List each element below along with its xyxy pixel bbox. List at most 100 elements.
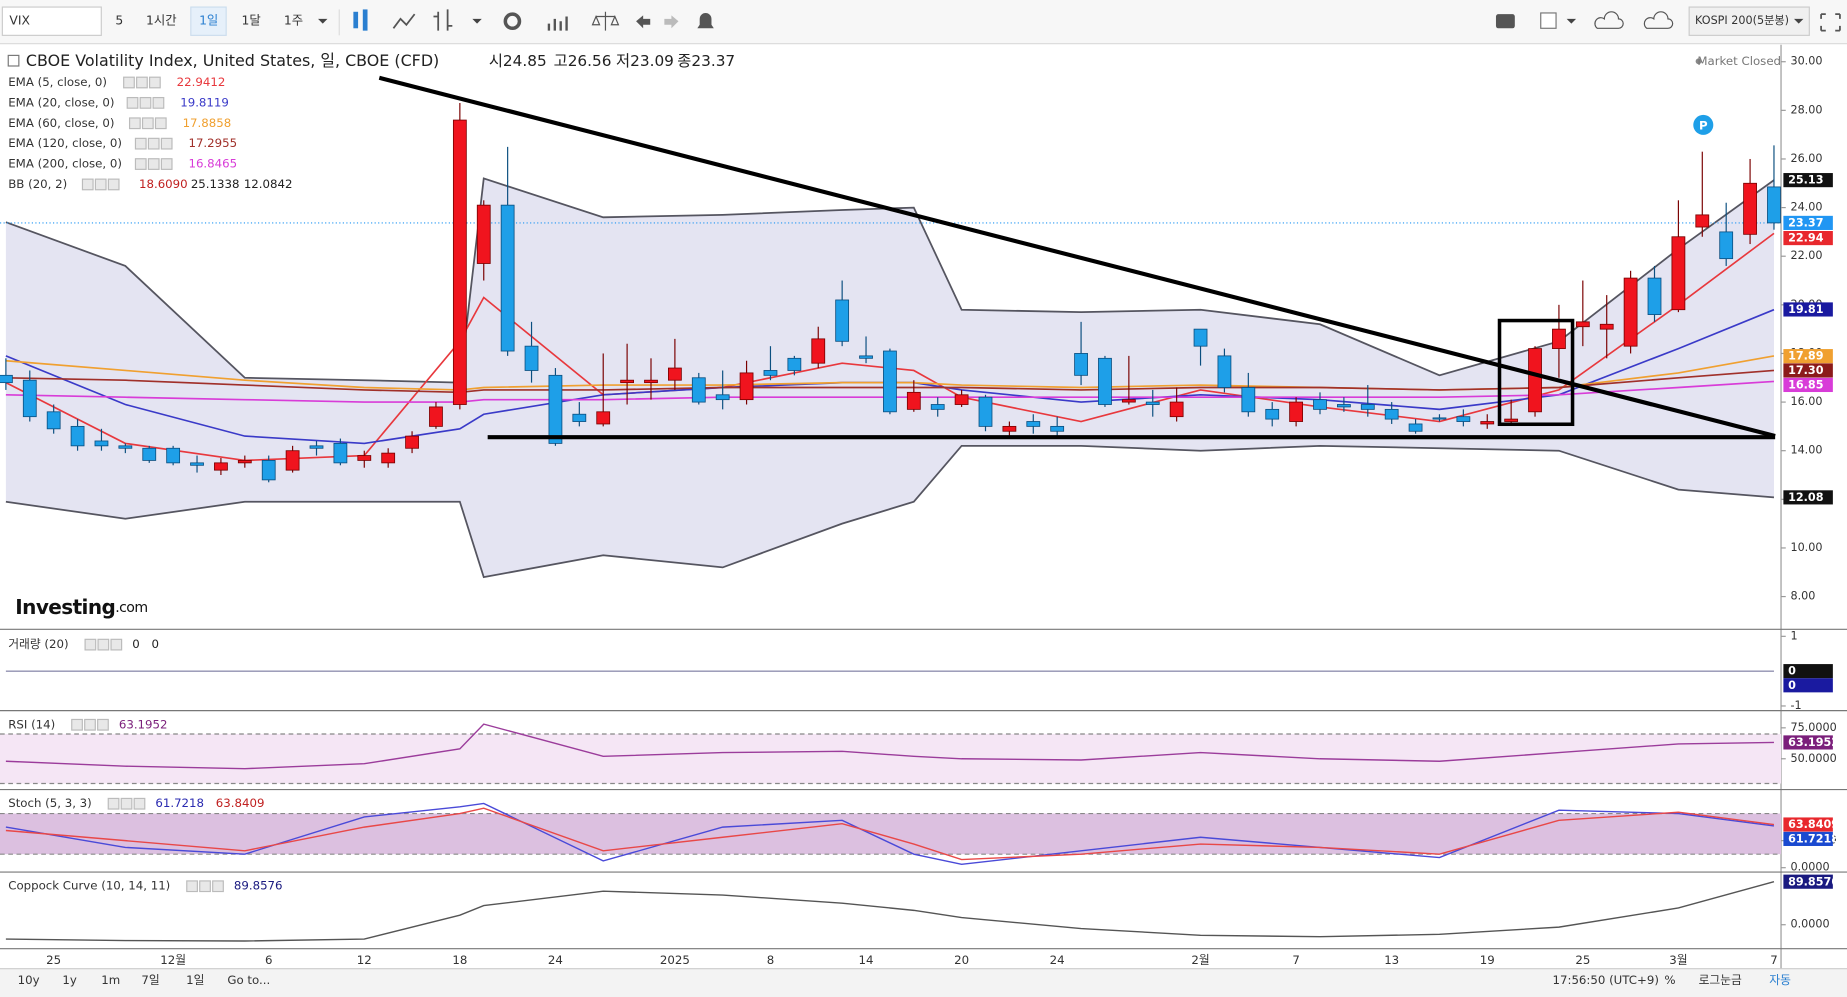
range-button[interactable]: 7일 — [141, 973, 159, 987]
cloud-load-button[interactable] — [1594, 11, 1624, 29]
alert-button[interactable] — [697, 12, 714, 29]
x-tick-label: 18 — [452, 953, 467, 967]
y-tick-label: 26.00 — [1790, 152, 1822, 165]
price-tag-label: 63.8409 — [1788, 818, 1839, 831]
legend-icon — [128, 117, 141, 130]
candle-body — [1169, 401, 1184, 418]
ohlc: 종23.37 — [677, 52, 735, 70]
dropdown[interactable] — [472, 18, 482, 24]
cloud-save-button[interactable] — [1643, 11, 1674, 29]
legend-value: 63.1952 — [119, 717, 168, 731]
candle-body — [715, 394, 730, 401]
legend-icon — [84, 718, 96, 731]
legend-name: 거래량 (20) — [8, 637, 68, 651]
x-tick-label: 2월 — [1191, 953, 1209, 967]
percent-toggle[interactable]: % — [1664, 973, 1675, 987]
market-select[interactable] — [1688, 6, 1810, 36]
candle-body — [429, 406, 443, 427]
legend-name: EMA (120, close, 0) — [8, 136, 122, 150]
y-tick-label: 75.0000 — [1790, 721, 1836, 734]
interval[interactable]: 1주 — [284, 14, 303, 28]
candle-body — [1671, 236, 1686, 311]
goto-button[interactable]: Go to... — [227, 973, 270, 987]
market[interactable]: KOSPI 200(5분봉) — [1695, 14, 1789, 27]
indicators-button[interactable] — [547, 16, 568, 31]
symbol-input[interactable] — [1, 6, 102, 36]
ema-line — [5, 380, 1775, 403]
x-tick-label: 13 — [1384, 953, 1399, 967]
range-button[interactable]: 10y — [18, 973, 40, 987]
y-tick-label: 50.0000 — [1790, 752, 1836, 765]
legend-icon — [134, 158, 147, 170]
y-tick-label: -1 — [1790, 699, 1801, 712]
interval[interactable]: 5 — [115, 14, 123, 28]
legend-name: EMA (200, close, 0) — [8, 157, 122, 171]
candle-body — [1145, 401, 1160, 405]
candle-body — [763, 370, 778, 376]
legend-value: 19.8119 — [180, 95, 229, 109]
compare-button[interactable] — [591, 11, 620, 31]
legend-icon — [126, 96, 139, 109]
legend-icon — [141, 117, 154, 130]
footer — [0, 968, 1847, 997]
layout-button[interactable] — [1540, 12, 1557, 29]
candle-body — [500, 204, 515, 352]
chart-title: CBOE Volatility Index, United States, 일,… — [26, 51, 439, 70]
settings-button[interactable] — [503, 12, 522, 31]
candle-body — [524, 345, 539, 371]
candle-body — [906, 391, 921, 410]
legend-icon — [94, 178, 107, 191]
snapshot-button[interactable] — [1495, 14, 1515, 29]
highlight-box — [1497, 318, 1575, 427]
line-type-button[interactable] — [392, 13, 416, 29]
price-tag-label: 16.85 — [1788, 379, 1823, 392]
auto-toggle[interactable]: 자동 — [1769, 973, 1791, 987]
collapse-icon[interactable] — [7, 54, 20, 67]
interval[interactable]: 1시간 — [146, 14, 177, 28]
candle-body — [1528, 348, 1542, 413]
candle-body — [1098, 357, 1112, 405]
fullscreen-button[interactable] — [1820, 13, 1841, 32]
candle-type-button[interactable] — [353, 9, 368, 31]
candle-body — [668, 367, 682, 381]
candle-body — [835, 299, 850, 342]
x-tick-label: 6 — [265, 953, 272, 967]
undo-button[interactable] — [636, 15, 651, 29]
range-button[interactable]: 1m — [101, 973, 120, 987]
dropdown[interactable] — [1566, 18, 1577, 24]
event-marker-label[interactable]: P — [1699, 119, 1708, 133]
dropdown[interactable] — [318, 18, 328, 24]
bar-type-button[interactable] — [433, 9, 453, 31]
interval[interactable]: 1달 — [241, 14, 260, 28]
candle-body — [1002, 425, 1017, 432]
candle-body — [691, 377, 706, 403]
trend-line — [378, 75, 1776, 439]
price-tag — [1783, 302, 1833, 317]
price-tag — [1783, 817, 1833, 832]
candle-body — [166, 447, 181, 464]
y-tick-label: 16.00 — [1790, 395, 1822, 408]
indicator-line — [5, 802, 1775, 866]
legend-icon — [84, 638, 97, 651]
price-tag — [1783, 664, 1833, 679]
log-toggle[interactable]: 로그눈금 — [1699, 973, 1742, 987]
redo-button[interactable] — [664, 15, 679, 29]
candle-body — [930, 404, 945, 410]
event-marker[interactable] — [1693, 114, 1714, 135]
x-tick-label: 24 — [1050, 953, 1065, 967]
x-tick-label: 12 — [357, 953, 372, 967]
legend-name: Stoch (5, 3, 3) — [8, 796, 92, 810]
symbol[interactable]: VIX — [9, 14, 30, 28]
legend-icon — [107, 797, 120, 810]
y-tick-label: 0.0000 — [1790, 918, 1829, 931]
range-button[interactable]: 1y — [62, 973, 76, 987]
candle-body — [1289, 401, 1304, 422]
range-button[interactable]: 1일 — [186, 973, 204, 987]
candle-body — [94, 440, 109, 447]
candle-body — [1121, 399, 1136, 403]
legend-icon — [123, 76, 135, 89]
plot-layer: 25 12월 6 12 18 24 2025 8 14 20 24 2월 7 13 19 25 3월 7 EMA (… — [0, 55, 1839, 967]
legend-icon — [147, 137, 160, 150]
interval[interactable]: 1일 — [199, 14, 218, 28]
